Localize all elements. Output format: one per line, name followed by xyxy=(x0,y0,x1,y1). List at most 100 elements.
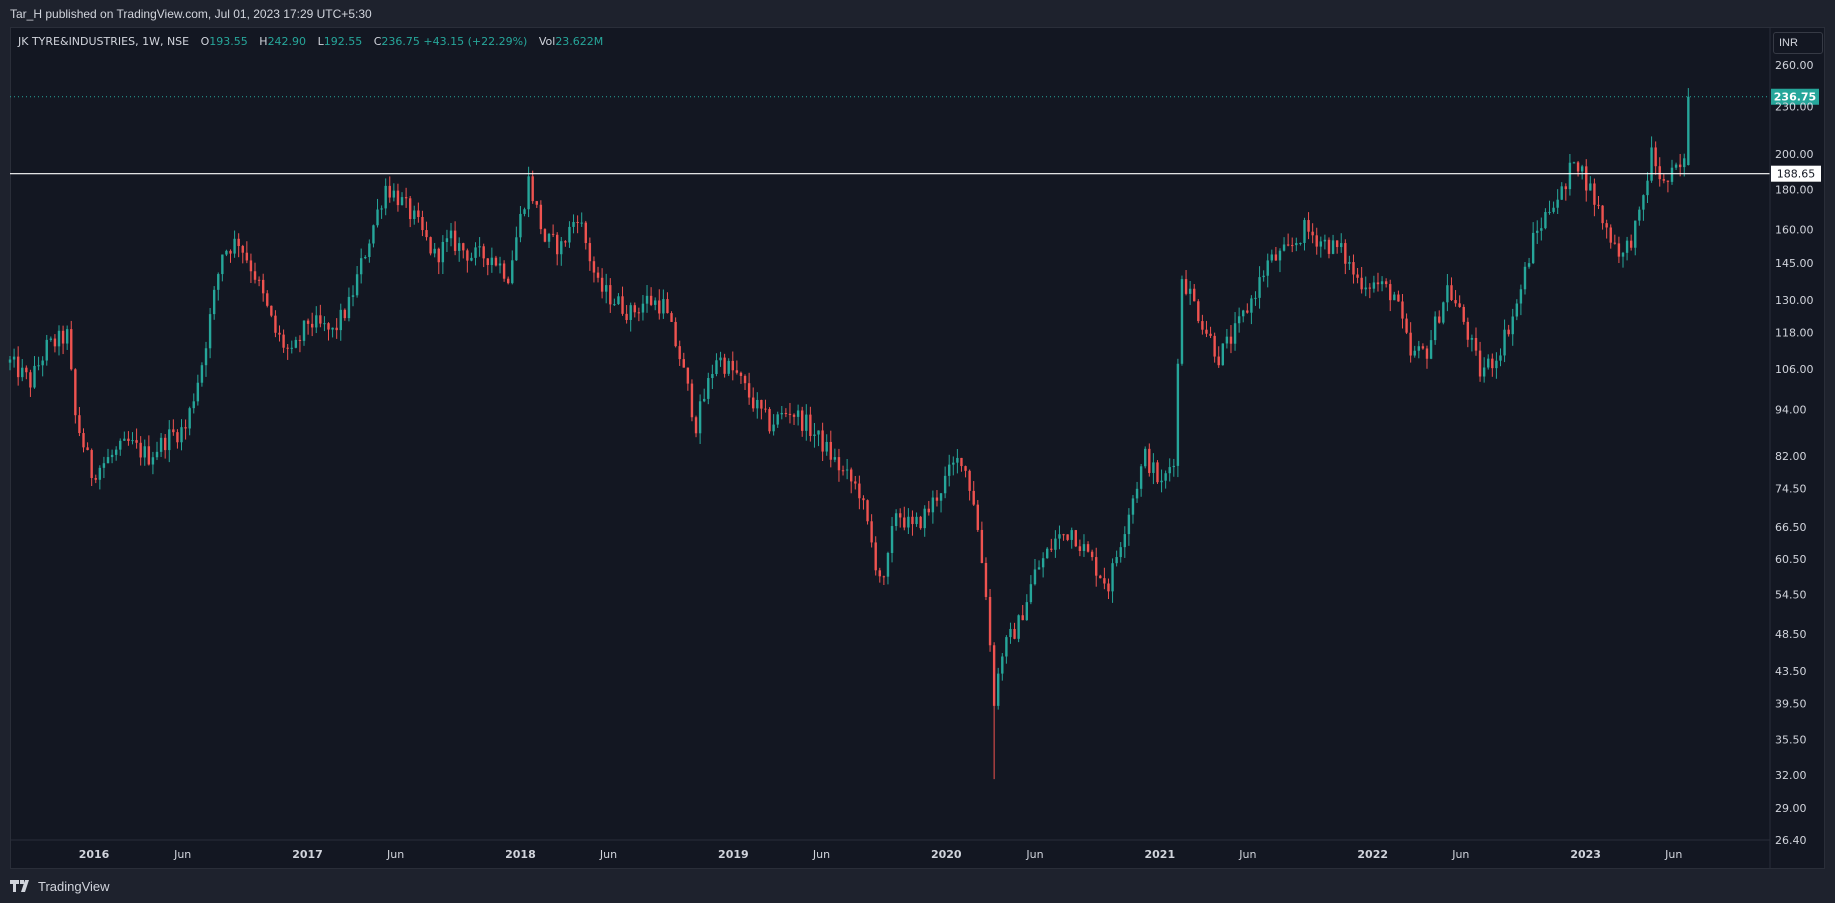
candle-body xyxy=(850,469,853,482)
candle-body xyxy=(86,447,89,451)
candle-body xyxy=(1454,300,1457,304)
candle-body xyxy=(437,248,440,263)
candle-body xyxy=(719,357,722,361)
publish-header: Tar_H published on TradingView.com, Jul … xyxy=(0,0,1835,27)
candle-body xyxy=(486,258,489,266)
candle-body xyxy=(939,493,943,501)
price-tick-label: 260.00 xyxy=(1775,59,1814,72)
price-tick-label: 106.00 xyxy=(1775,363,1814,376)
candle-body xyxy=(1491,358,1494,369)
candle-body xyxy=(1613,242,1617,244)
price-tick-label: 74.50 xyxy=(1775,482,1807,495)
candle-body xyxy=(637,312,641,314)
candle-body xyxy=(482,246,485,259)
candle-body xyxy=(997,673,1000,706)
candle-body xyxy=(143,446,146,458)
candle-body xyxy=(359,258,363,275)
candle-body xyxy=(180,427,183,443)
candle-body xyxy=(1266,260,1269,276)
candle-body xyxy=(1638,209,1641,221)
candle-body xyxy=(16,356,20,378)
overlay-layer: 188.65 236.75 xyxy=(10,88,1821,182)
candle-body xyxy=(400,197,404,206)
candle-body xyxy=(286,347,289,349)
candle-body xyxy=(392,190,396,198)
candle-body xyxy=(1009,628,1012,638)
time-tick-label: 2018 xyxy=(505,848,536,861)
candle-body xyxy=(245,252,249,261)
candle-body xyxy=(1095,557,1098,576)
candle-body xyxy=(935,497,939,501)
candle-body xyxy=(372,225,375,244)
candle-body xyxy=(915,516,918,525)
candle-body xyxy=(1462,306,1465,322)
candle-body xyxy=(131,440,134,442)
candle-body xyxy=(711,374,714,379)
candle-body xyxy=(1560,186,1563,200)
high-label: H xyxy=(259,35,268,48)
price-tick-label: 60.50 xyxy=(1775,553,1807,566)
candle-body xyxy=(1678,164,1682,168)
candle-body xyxy=(53,338,57,347)
time-tick-label: 2021 xyxy=(1144,848,1175,861)
candle-body xyxy=(474,247,477,258)
candle-body xyxy=(41,360,44,366)
candle-body xyxy=(919,516,922,529)
candle-body xyxy=(1499,355,1502,361)
candle-body xyxy=(1568,162,1572,190)
candle-body xyxy=(633,305,636,313)
candle-body xyxy=(1119,547,1122,558)
candle-body xyxy=(931,497,935,513)
candle-body xyxy=(208,314,212,349)
candle-body xyxy=(568,226,571,243)
candle-body xyxy=(78,415,81,434)
candle-body xyxy=(1323,239,1327,242)
candle-body xyxy=(882,576,886,578)
candle-body xyxy=(1013,628,1016,639)
candle-body xyxy=(1152,462,1155,473)
candle-body xyxy=(539,204,543,230)
candle-body xyxy=(1340,243,1343,248)
candle-body xyxy=(788,413,792,415)
candle-body xyxy=(184,427,187,429)
candle-body xyxy=(1103,578,1106,584)
candle-body xyxy=(192,401,195,409)
candle-body xyxy=(1029,584,1033,603)
candle-body xyxy=(1270,254,1274,261)
candle-body xyxy=(1197,301,1200,322)
price-tick-label: 145.00 xyxy=(1775,257,1814,270)
candle-body xyxy=(310,323,314,328)
candle-body xyxy=(1482,367,1486,377)
candle-body xyxy=(572,221,575,227)
candle-body xyxy=(339,309,342,331)
candle-body xyxy=(580,222,583,224)
symbol-label: JK TYRE&INDUSTRIES, 1W, NSE xyxy=(18,35,190,48)
candle-body xyxy=(1201,321,1204,330)
candle-body xyxy=(952,462,955,465)
candle-body xyxy=(1046,548,1049,559)
candle-body xyxy=(645,295,649,304)
candle-body xyxy=(1429,340,1433,359)
candle-body xyxy=(613,304,616,306)
candle-body xyxy=(886,552,890,577)
candle-body xyxy=(233,238,236,254)
currency-button[interactable]: INR xyxy=(1773,32,1823,54)
candle-body xyxy=(1225,336,1229,344)
candle-body xyxy=(1156,462,1159,483)
candle-body xyxy=(506,278,510,284)
candle-body xyxy=(625,313,628,320)
candle-body xyxy=(1237,316,1241,324)
candle-body xyxy=(1135,488,1139,499)
candle-body xyxy=(147,446,151,465)
time-tick-label: Jun xyxy=(1238,848,1256,861)
candle-body xyxy=(870,521,873,543)
candle-body xyxy=(364,256,367,259)
price-tick-label: 230.00 xyxy=(1775,101,1814,114)
candle-body xyxy=(992,645,996,706)
symbol-legend: JK TYRE&INDUSTRIES, 1W, NSE O193.55 H242… xyxy=(18,35,603,48)
tradingview-logo[interactable]: TradingView xyxy=(10,877,110,895)
candle-body xyxy=(1258,277,1261,298)
candle-body xyxy=(155,451,159,458)
candle-body xyxy=(229,250,232,254)
